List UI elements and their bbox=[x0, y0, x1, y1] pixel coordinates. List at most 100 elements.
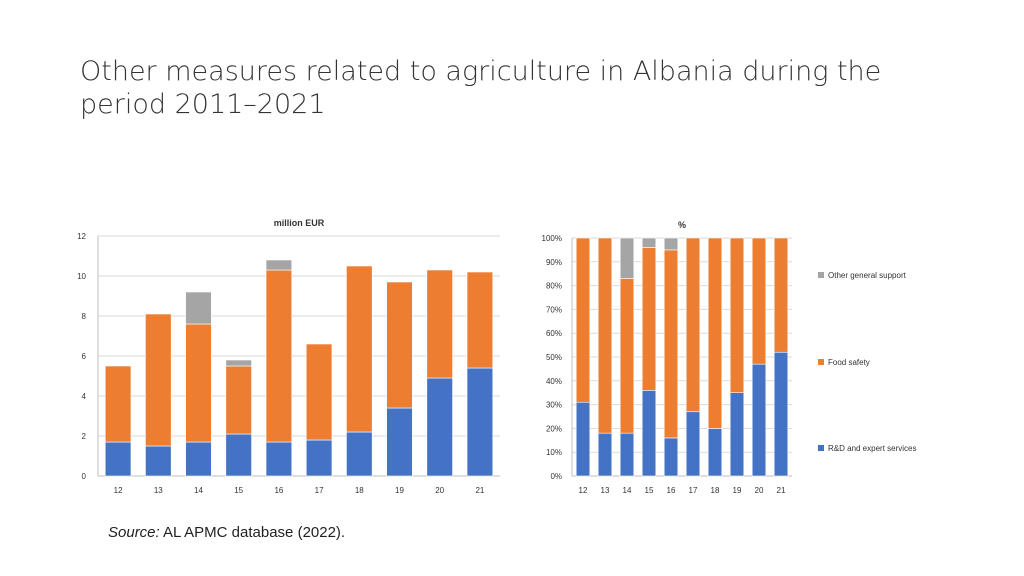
chart2-y-tick-label: 50% bbox=[546, 353, 562, 362]
chart2-y-tick-label: 0% bbox=[550, 472, 562, 481]
chart2-bar-food-safety-17 bbox=[685, 237, 701, 413]
chart1-x-tick-label: 14 bbox=[194, 486, 203, 495]
chart1-x-tick-label: 12 bbox=[114, 486, 123, 495]
chart2-bar-other-general-support-14 bbox=[619, 237, 635, 279]
chart2-bar-food-safety-13 bbox=[597, 237, 613, 434]
chart1-bar-r-d-and-expert-services-21 bbox=[466, 367, 494, 477]
chart2-bar-r-d-and-expert-services-15 bbox=[641, 390, 657, 477]
chart2-y-tick-label: 20% bbox=[546, 424, 562, 433]
chart1-bar-other-general-support-14 bbox=[185, 291, 212, 325]
chart1-y-tick-label: 4 bbox=[82, 392, 87, 401]
chart1-x-tick-label: 18 bbox=[355, 486, 364, 495]
chart2-bar-r-d-and-expert-services-12 bbox=[575, 401, 591, 477]
chart1-bar-food-safety-21 bbox=[466, 271, 494, 369]
chart1-x-tick-label: 16 bbox=[274, 486, 283, 495]
chart2-bar-r-d-and-expert-services-14 bbox=[619, 432, 635, 477]
chart1-bar-r-d-and-expert-services-19 bbox=[386, 407, 413, 477]
chart1-y-tick-label: 2 bbox=[82, 432, 87, 441]
chart2-y-tick-label: 30% bbox=[546, 401, 562, 410]
legend-swatch-other-general-support bbox=[818, 272, 824, 278]
chart2-x-tick-label: 12 bbox=[579, 486, 588, 495]
chart1-title: million EUR bbox=[274, 218, 325, 228]
chart2-bar-food-safety-15 bbox=[641, 247, 657, 391]
chart2-y-tick-label: 90% bbox=[546, 258, 562, 267]
source-label: Source: bbox=[108, 524, 160, 541]
chart1-y-tick-label: 12 bbox=[77, 232, 86, 241]
chart2-y-tick-label: 60% bbox=[546, 329, 562, 338]
chart1-bar-food-safety-18 bbox=[346, 265, 373, 433]
chart1-bar-food-safety-19 bbox=[386, 281, 413, 409]
chart1-bar-r-d-and-expert-services-16 bbox=[265, 441, 293, 477]
chart2-y-tick-label: 10% bbox=[546, 448, 562, 457]
chart2-bar-food-safety-20 bbox=[751, 237, 767, 365]
chart2-y-tick-label: 100% bbox=[542, 234, 562, 243]
legend-label-other-general-support: Other general support bbox=[828, 271, 907, 280]
chart1-x-tick-label: 17 bbox=[315, 486, 324, 495]
chart1-bar-food-safety-12 bbox=[104, 365, 132, 443]
chart2-x-tick-label: 17 bbox=[689, 486, 698, 495]
chart1-bar-food-safety-17 bbox=[305, 343, 333, 441]
chart1-bar-food-safety-16 bbox=[265, 269, 293, 443]
chart2-x-tick-label: 20 bbox=[755, 486, 764, 495]
chart2-title: % bbox=[678, 220, 686, 230]
chart1-bar-r-d-and-expert-services-12 bbox=[104, 441, 132, 477]
legend-label-r-d-and-expert-services: R&D and expert services bbox=[828, 444, 916, 453]
chart1-bar-food-safety-14 bbox=[185, 323, 212, 443]
chart1-bar-r-d-and-expert-services-13 bbox=[145, 445, 172, 477]
chart1-y-tick-label: 0 bbox=[82, 472, 87, 481]
chart1-x-tick-label: 19 bbox=[395, 486, 404, 495]
chart-percent: % 0% 10% 20% 30% 40% 50% 60% 70% 80% 90% 100% 12 13 14… bbox=[520, 210, 980, 500]
chart2-bar-other-general-support-15 bbox=[641, 237, 657, 248]
chart2-bar-food-safety-12 bbox=[575, 237, 591, 403]
chart2-x-tick-label: 15 bbox=[645, 486, 654, 495]
chart2-bar-food-safety-18 bbox=[707, 237, 723, 429]
chart1-x-tick-label: 15 bbox=[234, 486, 243, 495]
chart1-bar-r-d-and-expert-services-17 bbox=[305, 439, 333, 477]
chart-million-eur: million EUR 0 2 4 6 8 10 12 12 13 14 15 16 17 18 19 20 21 bbox=[70, 210, 510, 500]
chart2-bar-r-d-and-expert-services-18 bbox=[707, 428, 723, 477]
chart1-x-tick-label: 21 bbox=[475, 486, 484, 495]
chart2-x-tick-label: 16 bbox=[667, 486, 676, 495]
chart2-bar-r-d-and-expert-services-13 bbox=[597, 432, 613, 477]
chart2-bar-food-safety-14 bbox=[619, 278, 635, 434]
chart2-x-tick-label: 14 bbox=[623, 486, 632, 495]
chart2-bar-r-d-and-expert-services-19 bbox=[729, 392, 745, 477]
chart2-bar-other-general-support-16 bbox=[663, 237, 679, 251]
chart-percent-svg: % 0% 10% 20% 30% 40% 50% 60% 70% 80% 90% 100% 12 13 14… bbox=[542, 220, 917, 495]
chart2-bar-food-safety-19 bbox=[729, 237, 745, 393]
chart2-y-tick-label: 40% bbox=[546, 377, 562, 386]
chart2-x-tick-label: 19 bbox=[733, 486, 742, 495]
chart1-bar-r-d-and-expert-services-20 bbox=[426, 377, 453, 477]
chart1-y-tick-label: 8 bbox=[82, 312, 87, 321]
source-text: AL APMC database (2022). bbox=[163, 524, 346, 541]
chart2-bar-r-d-and-expert-services-17 bbox=[685, 411, 701, 477]
chart1-bar-food-safety-15 bbox=[225, 365, 252, 435]
chart2-bar-food-safety-21 bbox=[773, 237, 789, 353]
source-note: Source: AL APMC database (2022). bbox=[108, 524, 345, 541]
legend-swatch-r-d-and-expert-services bbox=[818, 445, 824, 451]
chart2-bar-r-d-and-expert-services-16 bbox=[663, 437, 679, 477]
legend-swatch-food-safety bbox=[818, 359, 824, 365]
chart1-bar-other-general-support-16 bbox=[265, 259, 293, 271]
chart1-bar-food-safety-13 bbox=[145, 313, 172, 447]
chart2-x-tick-label: 18 bbox=[711, 486, 720, 495]
chart1-y-tick-label: 10 bbox=[77, 272, 86, 281]
chart1-bar-r-d-and-expert-services-18 bbox=[346, 431, 373, 477]
chart-million-eur-svg: million EUR 0 2 4 6 8 10 12 12 13 14 15 16 17 18 19 20 21 bbox=[77, 218, 500, 495]
chart1-bar-r-d-and-expert-services-15 bbox=[225, 433, 252, 477]
chart2-bar-r-d-and-expert-services-21 bbox=[773, 351, 789, 477]
chart2-y-tick-label: 80% bbox=[546, 282, 562, 291]
chart2-y-tick-label: 70% bbox=[546, 305, 562, 314]
page-title: Other measures related to agriculture in… bbox=[80, 56, 882, 120]
chart2-x-tick-label: 13 bbox=[601, 486, 610, 495]
chart2-x-tick-label: 21 bbox=[777, 486, 786, 495]
chart2-bar-r-d-and-expert-services-20 bbox=[751, 363, 767, 477]
chart1-x-tick-label: 20 bbox=[435, 486, 444, 495]
legend-label-food-safety: Food safety bbox=[828, 358, 870, 367]
chart1-bar-r-d-and-expert-services-14 bbox=[185, 441, 212, 477]
chart1-bar-other-general-support-15 bbox=[225, 359, 252, 367]
chart1-x-tick-label: 13 bbox=[154, 486, 163, 495]
chart1-y-tick-label: 6 bbox=[82, 352, 87, 361]
chart1-bar-food-safety-20 bbox=[426, 269, 453, 379]
chart2-bar-food-safety-16 bbox=[663, 249, 679, 439]
